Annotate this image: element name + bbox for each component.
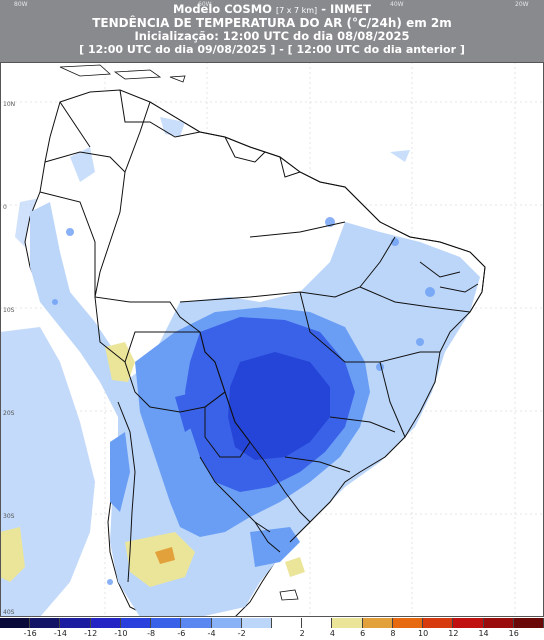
legend-tick-labels: -16 -14 -12 -10 -8 -6 -4 -2 2 4 6 8 10 12 14 16 — [0, 629, 544, 640]
init-time: Inicialização: 12:00 UTC do dia 08/08/20… — [134, 29, 410, 43]
legend-swatch — [271, 618, 303, 628]
legend-tick: 6 — [360, 629, 366, 638]
lat-label-0: 0 — [3, 204, 7, 211]
orange-warming-spot — [155, 547, 175, 564]
variable-title: TENDÊNCIA DE TEMPERATURA DO AR (°C/24h) … — [92, 16, 452, 30]
lon-label-20w: 20W — [515, 1, 529, 8]
model-resolution: [7 x 7 km] — [275, 6, 318, 15]
legend-tick: 4 — [329, 629, 335, 638]
legend-swatch — [211, 618, 242, 628]
title-header: 80W 60W 40W 20W Modelo COSMO [7 x 7 km] … — [0, 0, 544, 62]
lat-label-10n: 10N — [3, 101, 15, 108]
legend-tick: 16 — [508, 629, 519, 638]
legend-tick: -2 — [237, 629, 246, 638]
legend-tick: -4 — [207, 629, 216, 638]
caribbean-islands — [59, 64, 186, 83]
deepest-cooling-core — [228, 352, 330, 460]
lat-label-40s: 40S — [3, 609, 15, 616]
lat-label-30s: 30S — [3, 513, 15, 520]
lat-label-20s: 20S — [3, 410, 15, 417]
color-legend: -16 -14 -12 -10 -8 -6 -4 -2 2 4 6 8 10 12 14 16 — [0, 618, 544, 640]
temperature-tendency-map: 10N 0 10S 20S 30S 40S — [0, 62, 544, 618]
latitude-labels: 10N 0 10S 20S 30S 40S — [3, 101, 15, 616]
legend-tick: 2 — [299, 629, 305, 638]
legend-swatch — [453, 618, 484, 628]
falkland-islands — [279, 589, 299, 601]
lon-label-60w: 60W — [198, 1, 212, 8]
legend-swatch — [392, 618, 424, 628]
legend-tick: 12 — [448, 629, 459, 638]
legend-swatch — [513, 618, 544, 628]
legend-swatch — [332, 618, 363, 628]
legend-tick: -12 — [84, 629, 98, 638]
legend-color-bar — [0, 618, 544, 628]
legend-tick: -6 — [177, 629, 186, 638]
legend-tick: -10 — [114, 629, 128, 638]
lon-label-80w: 80W — [14, 1, 28, 8]
legend-tick: 10 — [418, 629, 429, 638]
legend-swatch — [120, 618, 152, 628]
legend-tick: -14 — [53, 629, 67, 638]
legend-swatch — [423, 618, 454, 628]
legend-tick: -16 — [23, 629, 37, 638]
legend-swatch — [241, 618, 272, 628]
map-canvas: 10N 0 10S 20S 30S 40S — [0, 62, 544, 618]
model-title: Modelo COSMO [7 x 7 km] - INMET — [0, 0, 544, 17]
legend-swatch — [362, 618, 393, 628]
lat-label-10s: 10S — [3, 307, 15, 314]
legend-swatch — [0, 618, 31, 628]
legend-swatch — [302, 618, 333, 628]
legend-tick: -8 — [147, 629, 156, 638]
valid-period: [ 12:00 UTC do dia 09/08/2025 ] - [ 12:0… — [79, 43, 465, 56]
legend-swatch — [90, 618, 121, 628]
model-name: Modelo COSMO — [172, 2, 272, 16]
legend-tick: 8 — [390, 629, 396, 638]
legend-swatch — [60, 618, 91, 628]
legend-swatch — [483, 618, 514, 628]
legend-swatch — [30, 618, 61, 628]
legend-tick: 14 — [478, 629, 489, 638]
model-institution: - INMET — [321, 2, 372, 16]
lon-label-40w: 40W — [390, 1, 404, 8]
legend-swatch — [151, 618, 182, 628]
country-borders — [39, 89, 486, 583]
legend-swatch — [181, 618, 212, 628]
